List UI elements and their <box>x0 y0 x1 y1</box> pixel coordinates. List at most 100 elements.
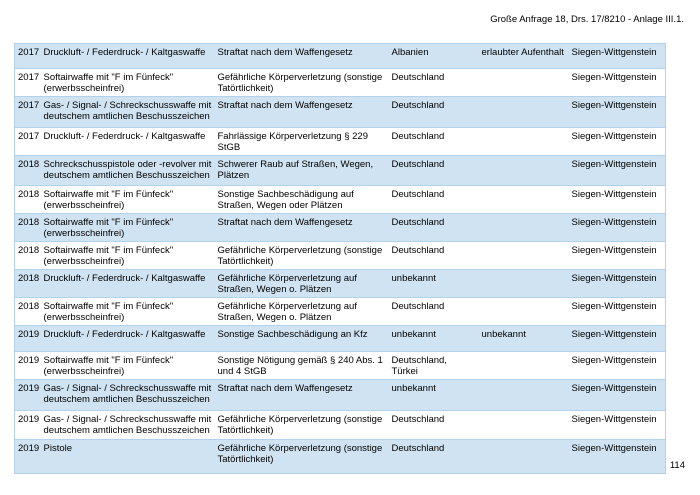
records-table: 2017 Druckluft- / Federdruck- / Kaltgasw… <box>14 43 666 474</box>
cell-year: 2018 <box>14 269 41 298</box>
cell-district: Siegen-Wittgenstein <box>568 155 666 186</box>
table-row: 2017 Druckluft- / Federdruck- / Kaltgasw… <box>14 127 666 156</box>
cell-offense: Gefährliche Körperverletzung auf Straßen… <box>214 269 389 298</box>
cell-nationality: unbekannt <box>388 379 479 411</box>
cell-weapon-type: Schreckschusspistole oder -revolver mit … <box>40 155 215 186</box>
cell-residence-status: erlaubter Aufenthalt <box>478 43 569 69</box>
cell-weapon-type: Gas- / Signal- / Schreckschusswaffe mit … <box>40 379 215 411</box>
cell-nationality: Deutschland <box>388 410 479 440</box>
cell-residence-status <box>478 241 569 270</box>
cell-weapon-type: Softairwaffe mit "F im Fünfeck" (erwerbs… <box>40 351 215 380</box>
cell-offense: Schwerer Raub auf Straßen, Wegen, Plätze… <box>214 155 389 186</box>
cell-weapon-type: Gas- / Signal- / Schreckschusswaffe mit … <box>40 96 215 128</box>
cell-weapon-type: Druckluft- / Federdruck- / Kaltgaswaffe <box>40 43 215 69</box>
cell-nationality: Deutschland <box>388 96 479 128</box>
cell-district: Siegen-Wittgenstein <box>568 439 666 474</box>
cell-nationality: Deutschland <box>388 297 479 326</box>
cell-district: Siegen-Wittgenstein <box>568 325 666 352</box>
cell-nationality: Deutschland, Türkei <box>388 351 479 380</box>
cell-year: 2019 <box>14 439 41 474</box>
cell-weapon-type: Druckluft- / Federdruck- / Kaltgaswaffe <box>40 325 215 352</box>
table-row: 2019 Gas- / Signal- / Schreckschusswaffe… <box>14 410 666 440</box>
cell-weapon-type: Softairwaffe mit "F im Fünfeck" (erwerbs… <box>40 185 215 214</box>
cell-year: 2018 <box>14 213 41 242</box>
cell-residence-status <box>478 269 569 298</box>
cell-district: Siegen-Wittgenstein <box>568 351 666 380</box>
cell-residence-status <box>478 68 569 97</box>
table-row: 2019 Druckluft- / Federdruck- / Kaltgasw… <box>14 325 666 352</box>
cell-nationality: Deutschland <box>388 127 479 156</box>
page-number: 114 <box>669 460 685 471</box>
cell-residence-status <box>478 155 569 186</box>
cell-weapon-type: Softairwaffe mit "F im Fünfeck" (erwerbs… <box>40 68 215 97</box>
cell-nationality: Deutschland <box>388 185 479 214</box>
cell-offense: Fahrlässige Körperverletzung § 229 StGB <box>214 127 389 156</box>
records-table-body: 2017 Druckluft- / Federdruck- / Kaltgasw… <box>14 43 666 474</box>
table-row: 2019 Pistole Gefährliche Körperverletzun… <box>14 439 666 474</box>
cell-nationality: unbekannt <box>388 325 479 352</box>
cell-nationality: Deutschland <box>388 213 479 242</box>
cell-weapon-type: Softairwaffe mit "F im Fünfeck" (erwerbs… <box>40 241 215 270</box>
cell-offense: Straftat nach dem Waffengesetz <box>214 96 389 128</box>
cell-district: Siegen-Wittgenstein <box>568 127 666 156</box>
cell-offense: Straftat nach dem Waffengesetz <box>214 43 389 69</box>
cell-offense: Gefährliche Körperverletzung auf Straßen… <box>214 297 389 326</box>
cell-district: Siegen-Wittgenstein <box>568 269 666 298</box>
cell-residence-status <box>478 127 569 156</box>
cell-residence-status <box>478 379 569 411</box>
table-row: 2019 Softairwaffe mit "F im Fünfeck" (er… <box>14 351 666 380</box>
cell-district: Siegen-Wittgenstein <box>568 241 666 270</box>
cell-residence-status <box>478 185 569 214</box>
cell-year: 2018 <box>14 185 41 214</box>
cell-offense: Sonstige Sachbeschädigung auf Straßen, W… <box>214 185 389 214</box>
cell-district: Siegen-Wittgenstein <box>568 185 666 214</box>
cell-offense: Gefährliche Körperverletzung (sonstige T… <box>214 439 389 474</box>
cell-year: 2019 <box>14 379 41 411</box>
cell-residence-status <box>478 96 569 128</box>
cell-weapon-type: Druckluft- / Federdruck- / Kaltgaswaffe <box>40 127 215 156</box>
cell-residence-status <box>478 410 569 440</box>
cell-weapon-type: Pistole <box>40 439 215 474</box>
cell-residence-status <box>478 297 569 326</box>
cell-offense: Straftat nach dem Waffengesetz <box>214 213 389 242</box>
cell-district: Siegen-Wittgenstein <box>568 410 666 440</box>
cell-year: 2017 <box>14 127 41 156</box>
cell-nationality: Deutschland <box>388 155 479 186</box>
cell-offense: Gefährliche Körperverletzung (sonstige T… <box>214 68 389 97</box>
table-row: 2018 Softairwaffe mit "F im Fünfeck" (er… <box>14 297 666 326</box>
cell-district: Siegen-Wittgenstein <box>568 213 666 242</box>
cell-nationality: Deutschland <box>388 68 479 97</box>
table-row: 2017 Druckluft- / Federdruck- / Kaltgasw… <box>14 43 666 69</box>
cell-offense: Sonstige Sachbeschädigung an Kfz <box>214 325 389 352</box>
document-header-reference: Große Anfrage 18, Drs. 17/8210 - Anlage … <box>490 14 684 25</box>
cell-district: Siegen-Wittgenstein <box>568 379 666 411</box>
cell-residence-status <box>478 213 569 242</box>
table-row: 2018 Schreckschusspistole oder -revolver… <box>14 155 666 186</box>
cell-year: 2019 <box>14 351 41 380</box>
cell-offense: Sonstige Nötigung gemäß § 240 Abs. 1 und… <box>214 351 389 380</box>
cell-nationality: Deutschland <box>388 241 479 270</box>
cell-residence-status: unbekannt <box>478 325 569 352</box>
cell-weapon-type: Softairwaffe mit "F im Fünfeck" (erwerbs… <box>40 213 215 242</box>
cell-offense: Gefährliche Körperverletzung (sonstige T… <box>214 410 389 440</box>
table-row: 2018 Softairwaffe mit "F im Fünfeck" (er… <box>14 241 666 270</box>
table-row: 2017 Gas- / Signal- / Schreckschusswaffe… <box>14 96 666 128</box>
cell-weapon-type: Softairwaffe mit "F im Fünfeck" (erwerbs… <box>40 297 215 326</box>
cell-year: 2018 <box>14 297 41 326</box>
cell-weapon-type: Gas- / Signal- / Schreckschusswaffe mit … <box>40 410 215 440</box>
cell-weapon-type: Druckluft- / Federdruck- / Kaltgaswaffe <box>40 269 215 298</box>
cell-year: 2017 <box>14 68 41 97</box>
cell-nationality: unbekannt <box>388 269 479 298</box>
cell-year: 2019 <box>14 325 41 352</box>
cell-district: Siegen-Wittgenstein <box>568 43 666 69</box>
table-row: 2018 Softairwaffe mit "F im Fünfeck" (er… <box>14 213 666 242</box>
cell-residence-status <box>478 351 569 380</box>
cell-residence-status <box>478 439 569 474</box>
table-row: 2018 Softairwaffe mit "F im Fünfeck" (er… <box>14 185 666 214</box>
cell-year: 2018 <box>14 155 41 186</box>
cell-offense: Straftat nach dem Waffengesetz <box>214 379 389 411</box>
cell-district: Siegen-Wittgenstein <box>568 96 666 128</box>
table-row: 2018 Druckluft- / Federdruck- / Kaltgasw… <box>14 269 666 298</box>
cell-year: 2017 <box>14 96 41 128</box>
